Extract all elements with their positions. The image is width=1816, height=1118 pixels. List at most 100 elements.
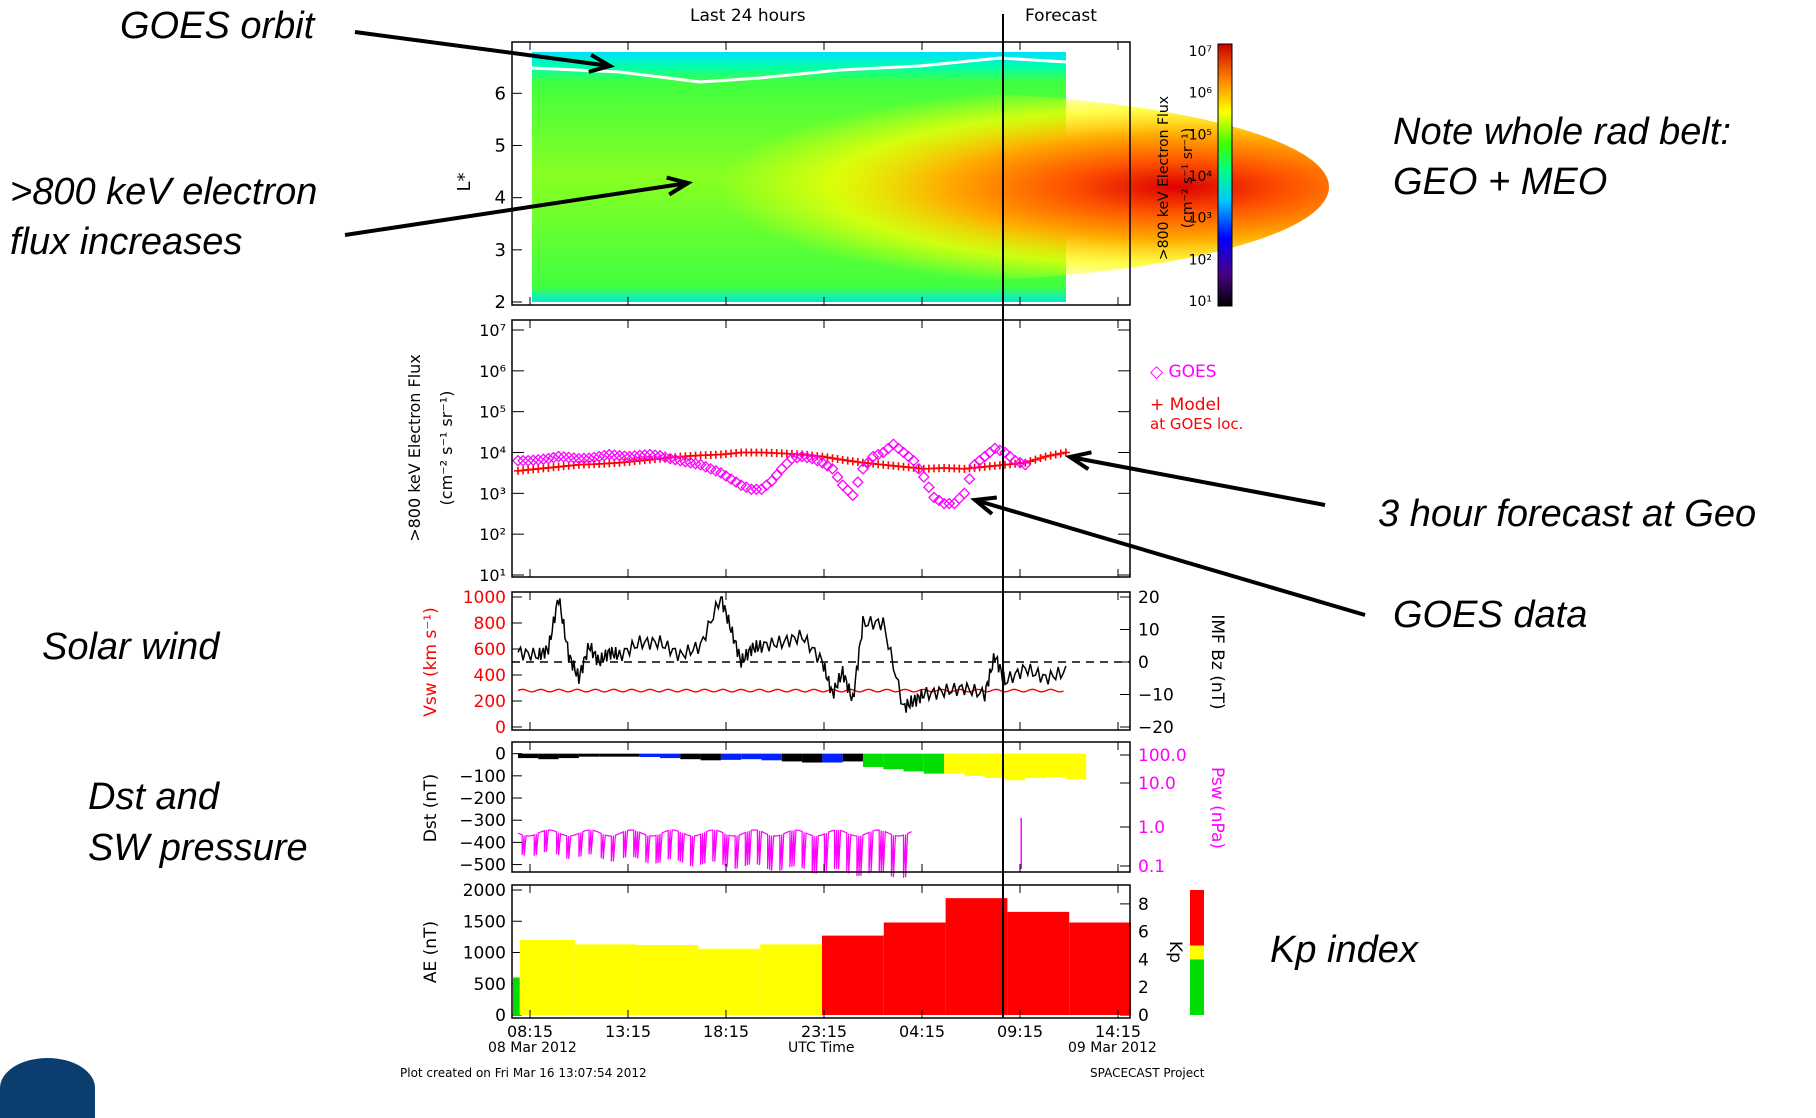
goes-point <box>588 451 601 464</box>
goes-point <box>872 448 885 461</box>
kp-legend-block <box>1190 945 1204 960</box>
ytick-label-vsw: 1000 <box>463 588 506 608</box>
xtick-label: 14:15 <box>1095 1022 1141 1041</box>
goes-point <box>547 451 560 464</box>
ytick-label-psw: 0.1 <box>1138 857 1165 877</box>
model-point <box>1056 449 1065 458</box>
goes-point <box>633 449 646 462</box>
ytick-label-kp: 2 <box>1138 978 1149 998</box>
colorbar-tick-label: 10¹ <box>1189 294 1212 310</box>
dst-bar <box>1065 753 1087 780</box>
goes-point <box>623 450 636 463</box>
goes-point <box>740 481 753 494</box>
goes-point <box>593 450 606 463</box>
goes-point <box>517 454 529 467</box>
ytick-label-vsw: 200 <box>474 692 506 712</box>
goes-point <box>999 446 1011 459</box>
goes-point <box>892 442 905 455</box>
goes-point <box>512 454 524 467</box>
footer-created: Plot created on Fri Mar 16 13:07:54 2012 <box>400 1066 647 1080</box>
annotation-solar-wind: Solar wind <box>42 626 220 668</box>
ylabel-panel1: L* <box>454 172 475 191</box>
ytick-label-kp: 6 <box>1138 923 1149 943</box>
ytick-label-kp: 4 <box>1138 950 1149 970</box>
dst-bar <box>802 753 823 763</box>
dst-bar <box>822 753 843 763</box>
goes-point <box>867 450 880 463</box>
ytick-label-vsw: 400 <box>474 666 506 686</box>
dst-bar <box>883 753 904 770</box>
annotation-forecast-geo: 3 hour forecast at Geo <box>1378 493 1757 535</box>
ytick-label-dst: −500 <box>459 856 506 876</box>
goes-point <box>816 456 829 469</box>
ytick-label-dst: −200 <box>459 789 506 809</box>
ytick-label-dst: −100 <box>459 767 506 787</box>
arrow-goes-data-head <box>970 495 998 516</box>
goes-point <box>1019 458 1032 471</box>
arrow-goes-orbit-shaft <box>354 30 611 68</box>
goes-point <box>730 476 743 489</box>
goes-point <box>725 473 737 485</box>
goes-point <box>786 452 798 465</box>
ytick-label-ae: 1500 <box>463 912 506 932</box>
ylabel-bz: IMF Bz (nT) <box>1207 614 1227 709</box>
goes-point <box>902 450 915 463</box>
goes-point <box>846 489 859 502</box>
goes-point <box>537 453 550 466</box>
ytick-label-dst: 0 <box>495 745 506 765</box>
dst-bar <box>964 753 985 776</box>
ae-bar <box>883 922 946 1015</box>
model-point <box>1036 454 1045 463</box>
ytick-label-psw: 1.0 <box>1138 818 1165 838</box>
ytick-label-panel2: 10⁶ <box>479 362 506 381</box>
ae-bar <box>1007 911 1070 1015</box>
ae-bar <box>519 940 575 1015</box>
goes-point <box>836 479 849 492</box>
goes-point <box>613 449 626 462</box>
goes-point <box>953 492 966 505</box>
panel-ae-frame <box>511 884 1131 1019</box>
panel-flux-map-frame <box>511 41 1131 306</box>
goes-point <box>907 454 920 467</box>
x-date-left: 08 Mar 2012 <box>488 1040 577 1056</box>
xtick-label: 08:15 <box>507 1022 553 1041</box>
ytick-label-panel1: 3 <box>495 240 506 261</box>
goes-point <box>887 438 900 451</box>
header-forecast: Forecast <box>1025 6 1097 26</box>
colorbar-tick-label: 10² <box>1189 252 1212 268</box>
ytick-label-panel1: 6 <box>495 83 506 104</box>
xtick-label: 09:15 <box>997 1022 1043 1041</box>
goes-point <box>638 449 651 461</box>
xtick-label: 13:15 <box>605 1022 651 1041</box>
dst-bar <box>720 753 742 760</box>
ylabel-panel2-line2: (cm⁻² s⁻¹ sr⁻¹) <box>437 391 456 506</box>
annotation-flux-line2: flux increases <box>10 221 243 263</box>
ytick-label-ae: 1000 <box>463 944 506 964</box>
colorbar-label-2: (cm⁻² s⁻¹ sr⁻¹) <box>1180 128 1196 229</box>
goes-point <box>938 497 951 510</box>
dst-bar <box>538 753 559 760</box>
arrow-flux-increase-shaft <box>344 181 689 237</box>
colorbar-tick-label: 10⁴ <box>1189 169 1213 185</box>
kp-legend-block <box>1190 959 1204 1015</box>
ae-bar <box>822 935 884 1015</box>
goes-point <box>770 469 783 481</box>
ytick-label-bz: −20 <box>1138 718 1174 738</box>
ylabel-psw: Psw (nPa) <box>1207 767 1227 849</box>
heatmap-hot-core <box>489 92 1329 282</box>
ytick-label-bz: 20 <box>1138 588 1160 608</box>
goes-point <box>689 457 702 470</box>
model-point <box>828 454 837 463</box>
ylabel-vsw: Vsw (km s⁻¹) <box>421 607 441 717</box>
goes-point <box>618 450 631 463</box>
annotation-kp-index: Kp index <box>1270 929 1418 971</box>
arrow-goes-data-shaft <box>974 498 1366 617</box>
goes-point <box>750 483 763 496</box>
goes-point <box>851 476 864 489</box>
goes-point <box>583 452 595 465</box>
ytick-label-psw: 100.0 <box>1138 746 1187 766</box>
ytick-label-bz: −10 <box>1138 686 1174 706</box>
goes-point <box>557 451 570 463</box>
arrow-forecast-geo-head <box>1064 450 1092 471</box>
model-point <box>833 455 842 464</box>
